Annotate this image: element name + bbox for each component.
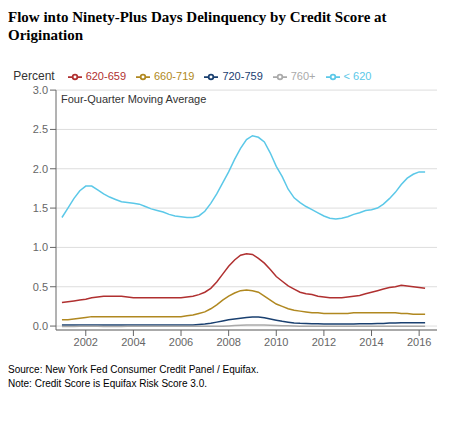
svg-text:0.5: 0.5 xyxy=(33,281,48,293)
svg-text:2002: 2002 xyxy=(74,336,98,348)
svg-text:2014: 2014 xyxy=(359,336,383,348)
svg-text:1.5: 1.5 xyxy=(33,202,48,214)
svg-text:2006: 2006 xyxy=(169,336,193,348)
html-text:660-719: 660-719 xyxy=(154,70,195,82)
html-text:< 620: < 620 xyxy=(343,70,372,82)
html-text:Source: New York Fed Consumer: Source: New York Fed Consumer Credit Pan… xyxy=(8,364,259,375)
svg-text:2004: 2004 xyxy=(121,336,145,348)
svg-text:0.0: 0.0 xyxy=(33,320,48,332)
svg-text:2012: 2012 xyxy=(312,336,336,348)
svg-text:2.5: 2.5 xyxy=(33,123,48,135)
html-text:720-759: 720-759 xyxy=(222,70,263,82)
svg-text:3.0: 3.0 xyxy=(33,84,48,96)
html-text:620-659: 620-659 xyxy=(85,70,126,82)
svg-text:Percent: Percent xyxy=(13,69,55,83)
svg-text:Four-Quarter Moving Average: Four-Quarter Moving Average xyxy=(61,93,206,105)
svg-text:2016: 2016 xyxy=(407,336,431,348)
svg-text:2.0: 2.0 xyxy=(33,163,48,175)
svg-text:1.0: 1.0 xyxy=(33,241,48,253)
html-text:Flow into Ninety-Plus Days Del: Flow into Ninety-Plus Days Delinquency b… xyxy=(8,9,387,43)
html-text:Note: Credit Score is Equifax: Note: Credit Score is Equifax Risk Score… xyxy=(8,378,207,389)
svg-text:2010: 2010 xyxy=(264,336,288,348)
html-text:760+: 760+ xyxy=(290,70,316,82)
svg-text:2008: 2008 xyxy=(216,336,240,348)
